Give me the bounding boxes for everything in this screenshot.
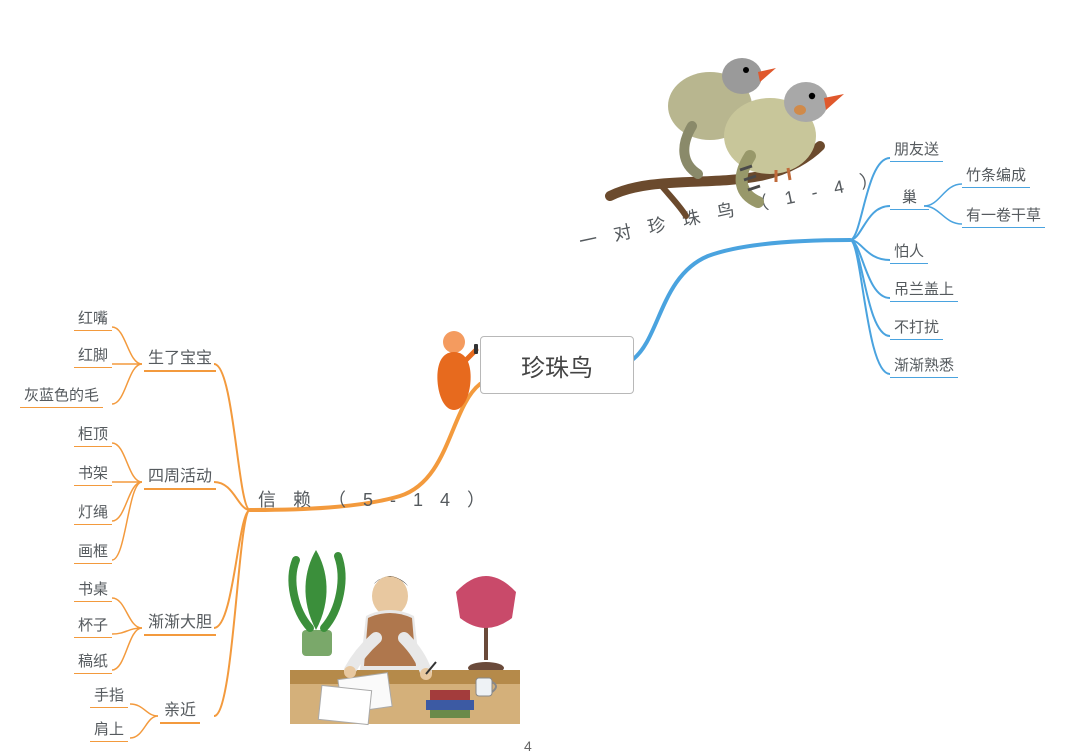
right-leaf-afraid: 怕人 xyxy=(890,240,928,264)
left-leaf-manuscript: 稿纸 xyxy=(74,650,112,674)
left-group-activity: 四周活动 xyxy=(144,462,216,490)
right-leaf-familiar: 渐渐熟悉 xyxy=(890,354,958,378)
center-label: 珍珠鸟 xyxy=(521,348,593,383)
left-leaf-finger: 手指 xyxy=(90,684,128,708)
left-group-baby: 生了宝宝 xyxy=(144,344,216,372)
right-leaf-friend-gave: 朋友送 xyxy=(890,138,943,162)
person-icon xyxy=(424,328,484,412)
left-group-bold: 渐渐大胆 xyxy=(144,608,216,636)
left-leaf-cabinet: 柜顶 xyxy=(74,423,112,447)
left-leaf-greyfeather: 灰蓝色的毛 xyxy=(20,384,103,408)
page-number: 4 xyxy=(524,738,532,754)
left-leaf-cup: 杯子 xyxy=(74,614,112,638)
right-leaf-nest-bamboo: 竹条编成 xyxy=(962,164,1030,188)
man-at-desk-illustration xyxy=(280,520,530,740)
left-leaf-lightcord: 灯绳 xyxy=(74,501,112,525)
birds-illustration xyxy=(590,6,850,226)
right-leaf-nest: 巢 xyxy=(890,186,929,210)
left-leaf-redfeet: 红脚 xyxy=(74,344,112,368)
left-leaf-redbeak: 红嘴 xyxy=(74,307,112,331)
left-leaf-desk: 书桌 xyxy=(74,578,112,602)
left-leaf-shoulder: 肩上 xyxy=(90,718,128,742)
right-leaf-nodisturb: 不打扰 xyxy=(890,316,943,340)
left-leaf-frame: 画框 xyxy=(74,540,112,564)
right-leaf-spiderplant: 吊兰盖上 xyxy=(890,278,958,302)
right-main-path xyxy=(632,240,850,360)
left-group-close: 亲近 xyxy=(160,696,200,724)
left-main-label: 信 赖 （ 5 - 1 4 ） xyxy=(258,486,491,512)
center-node: 珍珠鸟 xyxy=(480,336,634,394)
left-leaf-bookshelf: 书架 xyxy=(74,462,112,486)
right-leaf-nest-grass: 有一卷干草 xyxy=(962,204,1045,228)
